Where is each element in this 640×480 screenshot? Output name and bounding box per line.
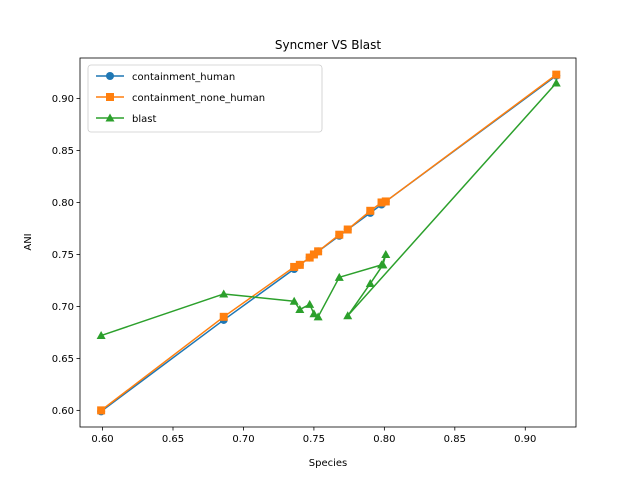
legend-item: containment_human [96, 72, 235, 83]
data-point [305, 299, 315, 308]
data-point [343, 311, 353, 320]
y-tick-label: 0.65 [52, 354, 74, 365]
x-tick-label: 0.70 [232, 434, 254, 445]
legend-item: containment_none_human [96, 93, 265, 104]
series-blast [96, 78, 561, 340]
y-tick-label: 0.80 [52, 198, 74, 209]
legend-marker [106, 93, 114, 101]
data-point [378, 260, 388, 269]
y-tick-label: 0.70 [52, 302, 74, 313]
data-point [305, 253, 314, 262]
data-point [219, 312, 228, 321]
data-point [295, 260, 304, 269]
data-point [377, 198, 386, 207]
legend-marker [105, 113, 115, 122]
x-tick-label: 0.75 [303, 434, 325, 445]
legend-label: containment_human [132, 72, 235, 83]
legend-items: containment_human containment_none_humanb… [96, 72, 265, 125]
data-point [309, 250, 318, 259]
legend-frame [87, 64, 323, 133]
data-point [343, 225, 352, 234]
x-tick-label: 0.65 [162, 434, 184, 445]
y-tick-label: 0.85 [52, 146, 74, 157]
data-point [295, 305, 305, 314]
x-tick-label: 0.85 [444, 434, 466, 445]
legend-marker [106, 72, 114, 80]
legend-item: blast [96, 113, 156, 125]
data-point [381, 197, 390, 206]
x-axis-label: Species [309, 458, 348, 469]
legend: containment_human containment_none_humanb… [87, 64, 323, 133]
y-tick-label: 0.75 [52, 250, 74, 261]
data-point [289, 296, 299, 305]
data-point [290, 262, 299, 271]
data-point [313, 312, 323, 321]
data-point [381, 249, 391, 258]
data-point [314, 247, 323, 256]
data-point [365, 279, 375, 288]
x-tick-label: 0.80 [373, 434, 395, 445]
data-point [366, 206, 375, 215]
x-tick-label: 0.90 [514, 434, 536, 445]
series-containment_none_human [97, 70, 561, 415]
plot-frame [79, 57, 577, 428]
x-tick-label: 0.60 [91, 434, 113, 445]
plot-lines [96, 70, 561, 416]
data-point [309, 309, 319, 318]
y-axis-label: ANI [23, 233, 34, 250]
x-axis: 0.60 0.65 0.70 0.75 0.80 0.85 0.90 [91, 427, 536, 445]
chart-title: Syncmer VS Blast [275, 38, 382, 52]
data-point [97, 406, 106, 415]
data-point [334, 272, 344, 281]
data-point [551, 78, 561, 87]
legend-label: containment_none_human [132, 93, 265, 104]
data-point [552, 70, 561, 79]
y-tick-label: 0.90 [52, 94, 74, 105]
data-point [335, 230, 344, 239]
data-point [96, 331, 106, 340]
y-axis: 0.60 0.65 0.70 0.75 0.80 0.85 0.90 [52, 94, 80, 417]
y-tick-label: 0.60 [52, 406, 74, 417]
legend-label: blast [132, 114, 156, 125]
data-point [219, 289, 229, 298]
